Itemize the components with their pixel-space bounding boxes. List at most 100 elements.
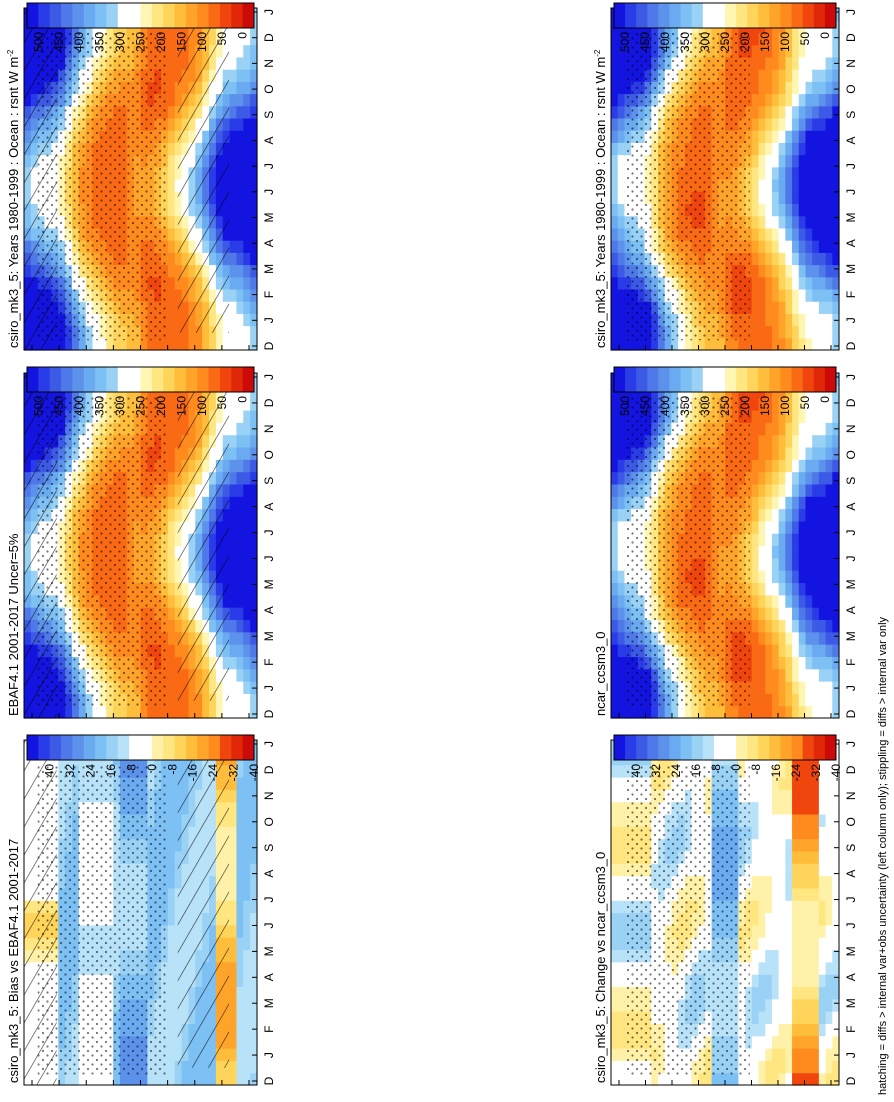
heatmap-cell [229,557,238,571]
heatmap-cell [243,557,251,571]
heatmap-cell [58,337,66,351]
heatmap-cell [778,434,786,448]
heatmap-cell [751,252,760,266]
heatmap-cell [236,397,244,411]
heatmap-cell [243,875,251,889]
heatmap-cell [229,986,238,1000]
x-tick-label: M [844,213,858,223]
heatmap-cell [805,693,813,707]
heatmap-cell [684,705,693,719]
colorbar-label: 0 [236,32,250,39]
heatmap-cell [611,105,619,119]
heatmap-cell [229,179,238,192]
heatmap-cell [718,337,726,351]
heatmap-cell [818,459,827,473]
heatmap-cell [611,582,619,596]
heatmap-cell [825,130,833,143]
heatmap-cell [243,681,251,694]
heatmap-cell [250,961,258,975]
heatmap-cell [236,644,244,657]
heatmap-cell [832,397,840,411]
heatmap-cell [812,644,820,657]
heatmap-cell [229,32,238,46]
heatmap-cell [832,681,840,694]
heatmap-cell [812,619,820,633]
heatmap-cell [825,288,833,302]
heatmap-cell [778,264,786,278]
heatmap-cell [617,459,626,473]
heatmap-cell [805,397,813,411]
panel-title: csiro_mk3_5: Years 1980-1999 : Ocean : r… [6,49,21,348]
heatmap-cell [805,130,813,143]
heatmap-cell [771,496,780,510]
heatmap-cell [751,69,760,82]
heatmap-cell [765,422,773,436]
x-tick-label: N [262,425,276,434]
heatmap-cell [181,705,190,719]
heatmap-cell [792,422,800,436]
heatmap-cell [751,130,760,143]
x-tick-label: J [844,555,858,561]
colorbar-swatch [185,367,198,392]
heatmap-cell [154,1072,162,1086]
heatmap-cell [167,705,176,719]
heatmap-cell [758,93,766,107]
heatmap-cell [236,533,244,547]
heatmap-cell [229,838,238,852]
heatmap-cell [250,974,258,988]
heatmap-cell [751,681,760,694]
heatmap-cell [751,422,760,436]
heatmap-cell [818,471,827,485]
heatmap-cell [617,252,626,266]
heatmap-cell [778,533,786,547]
x-tick-label: A [844,503,858,511]
heatmap-cell [611,69,619,82]
heatmap-cell [832,557,840,571]
heatmap-cell [825,301,833,314]
heatmap-cell [758,483,766,497]
heatmap-cell [236,337,244,351]
heatmap-cell [825,203,833,217]
heatmap-cell [243,924,251,938]
heatmap-cell [758,301,766,314]
heatmap-cell [229,594,238,608]
heatmap-cell [798,409,807,423]
heatmap-cell [785,693,793,707]
heatmap-cell [106,705,114,719]
heatmap-cell [243,191,251,205]
heatmap-cell [250,533,258,547]
heatmap-cell [85,1072,94,1086]
heatmap-cell [243,264,251,278]
heatmap-cell [832,533,840,547]
heatmap-cell [825,471,833,485]
heatmap-cell [617,240,626,253]
heatmap-cell [611,681,619,694]
heatmap-cell [229,325,238,339]
heatmap-cell [832,105,840,119]
heatmap-cell [236,631,244,645]
heatmap-cell [778,44,786,58]
heatmap-cell [250,582,258,596]
heatmap-cell [818,681,827,694]
heatmap-cell [250,203,258,217]
heatmap-cell [765,301,773,314]
colorbar-label: 450 [52,32,66,52]
heatmap-cell [229,961,238,975]
colorbar-label: 100 [195,396,209,416]
heatmap-cell [243,117,251,131]
heatmap-cell [798,483,807,497]
heatmap-cell [818,570,827,584]
heatmap-cell [611,631,619,645]
heatmap-cell [765,105,773,119]
heatmap-cell [167,838,176,852]
heatmap-cell [167,130,176,143]
heatmap-cell [818,130,827,143]
heatmap-cell [236,288,244,302]
heatmap-cell [611,496,619,510]
heatmap-cell [818,81,827,95]
colorbar-swatch [49,3,62,28]
heatmap-cell [167,215,176,229]
x-tick-label: J [262,9,276,15]
x-tick-label: J [262,163,276,169]
heatmap-cell [229,288,238,302]
